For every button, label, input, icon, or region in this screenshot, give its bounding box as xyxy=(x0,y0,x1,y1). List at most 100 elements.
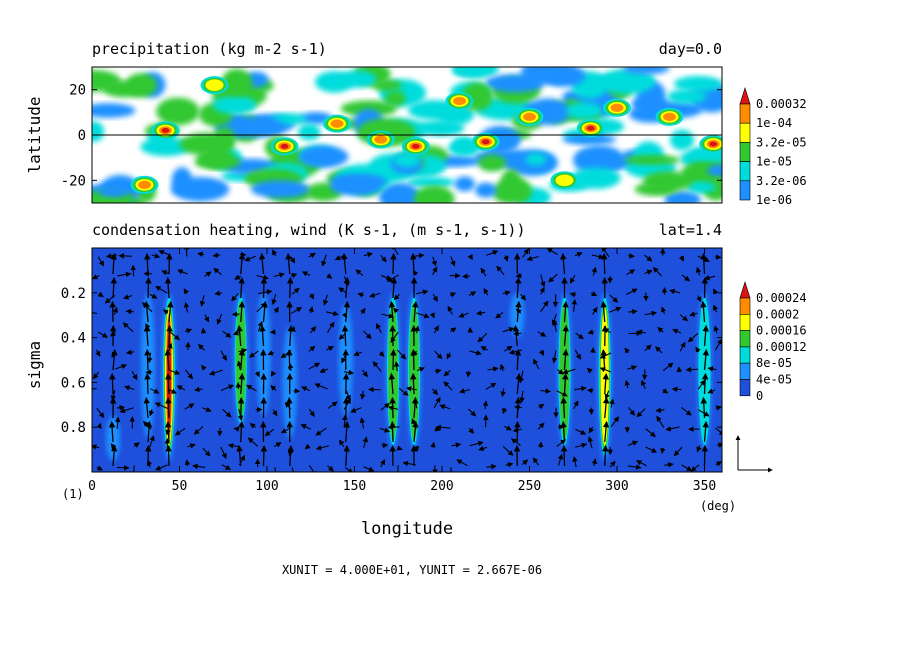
wind-vector xyxy=(338,287,347,294)
wind-vector xyxy=(301,386,311,392)
wind-vector xyxy=(273,442,282,448)
wind-vector xyxy=(380,402,390,411)
precipitation-field xyxy=(92,67,722,203)
wind-vector xyxy=(540,300,549,313)
wind-vector xyxy=(590,291,598,297)
wind-vector xyxy=(449,292,457,298)
heating-column xyxy=(408,302,420,441)
wind-vector xyxy=(486,463,497,470)
wind-vector-strong xyxy=(343,276,351,299)
colorbar-swatch xyxy=(739,122,751,143)
wind-vector xyxy=(468,408,477,417)
precip-patch xyxy=(338,70,377,88)
wind-vector xyxy=(353,350,363,357)
wind-vector xyxy=(176,385,186,391)
wind-vector xyxy=(532,457,540,466)
wind-vector xyxy=(575,442,588,449)
wind-vector xyxy=(183,301,190,313)
wind-vector xyxy=(469,350,482,356)
precip-patch xyxy=(226,117,285,138)
wind-vector xyxy=(443,370,451,377)
wind-vector xyxy=(96,407,105,419)
wind-vector xyxy=(270,384,277,391)
wind-vector-strong xyxy=(390,252,397,275)
wind-vector xyxy=(539,349,545,356)
wind-vector-strong xyxy=(286,396,293,419)
wind-vector xyxy=(610,416,620,428)
precip-patch xyxy=(340,100,398,117)
wind-vector xyxy=(378,351,385,357)
wind-vector xyxy=(505,462,514,468)
wind-vector xyxy=(715,427,722,436)
wind-vector xyxy=(469,440,484,447)
wind-vector xyxy=(185,341,191,351)
wind-vector xyxy=(183,288,189,295)
colorbar-label: 3.2e-05 xyxy=(756,135,807,149)
wind-vector-strong xyxy=(562,348,569,371)
wind-vector xyxy=(97,256,105,267)
wind-vector xyxy=(487,366,499,372)
heating-field xyxy=(92,248,722,472)
wind-vector-strong xyxy=(412,300,419,323)
wind-vector xyxy=(450,256,456,267)
wind-vector xyxy=(344,467,354,472)
wind-vector xyxy=(161,270,170,276)
wind-vector-strong xyxy=(343,420,351,443)
wind-vector xyxy=(669,288,681,295)
wind-vector xyxy=(202,447,211,457)
wind-vector-strong xyxy=(237,396,245,419)
wind-vector-strong xyxy=(144,348,151,371)
wind-vector xyxy=(115,416,121,429)
wind-vector xyxy=(123,294,133,300)
precip-patch xyxy=(501,178,533,203)
wind-vector xyxy=(627,440,639,447)
precip-patch xyxy=(92,103,136,118)
wind-vector xyxy=(308,252,316,259)
wind-vector xyxy=(201,364,207,371)
colorbar-swatch xyxy=(739,379,751,397)
wind-vector xyxy=(450,467,452,472)
wind-vector xyxy=(678,255,684,262)
y-tick-label: -20 xyxy=(61,173,86,189)
wind-vector xyxy=(149,293,158,299)
wind-vector-strong xyxy=(238,372,246,395)
wind-vector xyxy=(326,310,339,317)
wind-vector xyxy=(233,426,240,432)
wind-vector-strong xyxy=(600,300,607,323)
wind-vector xyxy=(397,465,399,472)
wind-vector xyxy=(184,459,191,467)
wind-vector-strong xyxy=(259,324,266,347)
wind-vector xyxy=(641,379,647,390)
precip-patch xyxy=(669,129,695,151)
wind-vector xyxy=(609,460,616,468)
wind-vector xyxy=(652,266,663,277)
colorbar-label: 1e-05 xyxy=(756,155,792,169)
top-panel-day-label: day=0.0 xyxy=(659,40,722,58)
wind-vector xyxy=(202,406,212,412)
wind-vector-strong xyxy=(143,324,151,347)
wind-vector-strong xyxy=(286,276,294,299)
wind-vector-strong xyxy=(166,324,173,347)
precip-patch xyxy=(125,73,157,98)
wind-vector xyxy=(174,427,186,436)
wind-vector xyxy=(327,465,334,472)
wind-vector xyxy=(192,463,206,470)
wind-vector-strong xyxy=(560,396,567,419)
precip-patch xyxy=(622,67,670,75)
wind-vector xyxy=(480,346,488,352)
y-tick-label: 20 xyxy=(69,83,86,99)
wind-vector-strong xyxy=(143,300,151,323)
wind-vector-strong xyxy=(110,276,118,299)
wind-vector xyxy=(628,308,638,315)
wind-vector xyxy=(322,294,329,306)
wind-vector xyxy=(291,307,303,314)
wind-vector xyxy=(574,385,587,392)
wind-vector xyxy=(197,251,205,258)
wind-vector xyxy=(133,442,140,448)
wind-vector xyxy=(538,403,545,410)
colorbar-label: 4e-05 xyxy=(756,373,792,387)
wind-vector-strong xyxy=(512,324,520,347)
wind-vector xyxy=(363,330,372,340)
wind-vector xyxy=(92,371,100,380)
x-tick-label: 50 xyxy=(172,479,188,494)
